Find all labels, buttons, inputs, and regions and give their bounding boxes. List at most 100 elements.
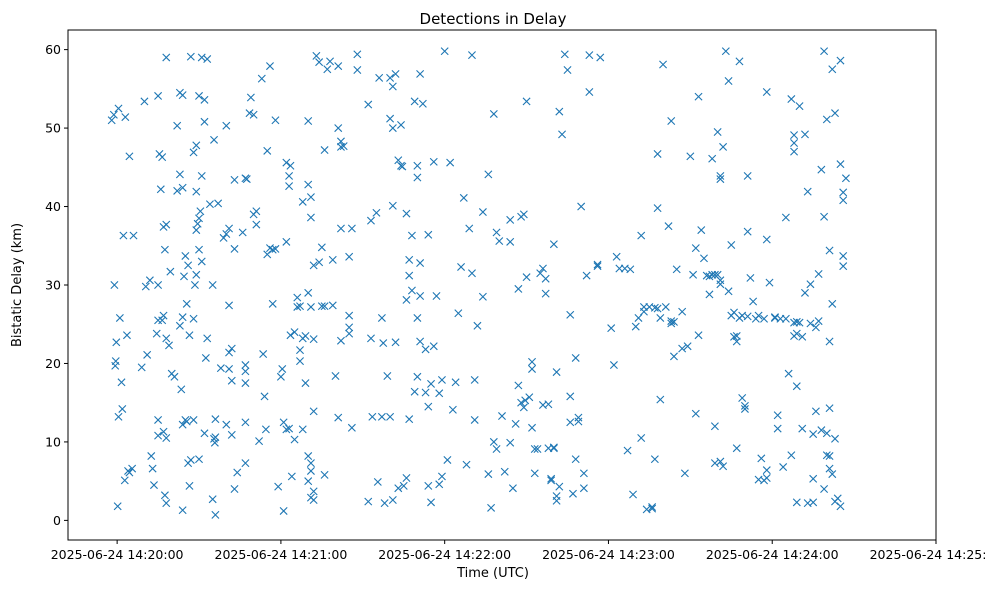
data-point-marker <box>637 434 646 442</box>
data-point-marker <box>410 97 419 106</box>
data-point-marker <box>563 66 572 75</box>
data-point-marker <box>716 276 725 285</box>
data-point-marker <box>233 468 242 477</box>
data-point-marker <box>790 131 799 140</box>
data-point-marker <box>271 244 280 253</box>
data-point-marker <box>757 454 766 463</box>
data-point-marker <box>795 102 804 111</box>
data-point-marker <box>708 154 717 163</box>
data-point-marker <box>732 444 741 453</box>
data-point-marker <box>792 382 801 391</box>
data-point-marker <box>754 311 763 320</box>
data-point-marker <box>560 50 569 59</box>
data-point-marker <box>626 265 635 274</box>
data-point-marker <box>833 494 842 503</box>
data-point-marker <box>489 437 498 446</box>
data-point-marker <box>596 53 605 62</box>
data-point-marker <box>669 317 678 326</box>
data-point-marker <box>773 411 782 420</box>
data-point-marker <box>162 334 171 343</box>
data-point-marker <box>353 66 362 75</box>
data-point-marker <box>323 65 332 74</box>
data-point-marker <box>719 462 728 471</box>
data-point-marker <box>286 161 295 170</box>
data-point-marker <box>160 491 169 500</box>
data-point-marker <box>740 401 749 410</box>
data-point-marker <box>375 73 384 82</box>
data-point-marker <box>366 334 375 343</box>
data-point-marker <box>147 452 156 461</box>
data-point-marker <box>831 109 839 118</box>
data-point-marker <box>225 348 234 357</box>
data-point-marker <box>792 498 801 507</box>
data-point-marker <box>298 425 307 434</box>
data-point-marker <box>145 276 154 285</box>
y-tick-label: 10 <box>45 434 61 449</box>
data-point-marker <box>749 297 758 306</box>
data-point-marker <box>571 455 580 464</box>
data-point-marker <box>328 255 337 264</box>
data-point-marker <box>386 73 395 82</box>
data-point-marker <box>500 467 509 476</box>
data-point-marker <box>770 313 779 322</box>
data-point-marker <box>252 207 261 216</box>
data-point-marker <box>629 490 638 499</box>
data-point-marker <box>672 265 681 274</box>
data-point-marker <box>549 444 558 453</box>
data-point-marker <box>170 372 179 381</box>
data-point-marker <box>177 385 186 394</box>
data-point-marker <box>402 295 411 304</box>
data-point-marker <box>377 412 386 421</box>
data-point-marker <box>203 55 212 64</box>
data-point-marker <box>276 372 285 381</box>
data-point-marker <box>735 57 744 66</box>
data-point-marker <box>762 235 771 244</box>
data-point-marker <box>306 213 315 222</box>
data-point-marker <box>364 497 373 506</box>
data-point-marker <box>691 244 700 253</box>
data-point-marker <box>790 138 799 147</box>
data-point-marker <box>279 506 288 515</box>
data-point-marker <box>623 446 632 455</box>
data-point-marker <box>119 231 128 240</box>
data-point-marker <box>694 331 703 340</box>
data-point-marker <box>577 202 586 211</box>
data-point-marker <box>653 149 662 158</box>
data-point-marker <box>197 171 206 180</box>
data-point-marker <box>800 130 809 139</box>
y-tick-label: 0 <box>53 513 61 528</box>
data-point-marker <box>653 204 662 213</box>
data-point-marker <box>373 477 382 486</box>
x-axis: 2025-06-24 14:20:00 2025-06-24 14:21:00 20… <box>51 540 986 562</box>
data-point-marker <box>210 135 219 144</box>
data-point-marker <box>154 415 163 424</box>
data-point-marker <box>182 299 191 308</box>
data-point-marker <box>241 459 250 468</box>
data-point-marker <box>312 51 321 60</box>
data-point-marker <box>549 443 558 452</box>
plot-frame <box>67 29 937 541</box>
data-point-marker <box>566 392 575 401</box>
data-point-marker <box>388 124 397 133</box>
data-point-marker <box>336 224 345 233</box>
data-point-marker <box>278 364 287 373</box>
data-point-marker <box>261 425 270 434</box>
data-point-marker <box>173 186 182 195</box>
data-point-marker <box>197 53 206 62</box>
data-point-marker <box>732 337 741 346</box>
data-point-marker <box>241 367 250 376</box>
data-point-marker <box>405 415 414 424</box>
data-point-marker <box>836 56 845 65</box>
data-point-marker <box>541 289 550 298</box>
data-point-marker <box>154 281 163 289</box>
data-point-marker <box>230 175 239 184</box>
data-point-marker <box>427 379 436 388</box>
data-point-marker <box>421 388 430 397</box>
y-axis: 0 10 20 30 40 50 60 <box>45 42 68 528</box>
data-point-marker <box>716 457 725 466</box>
data-point-marker <box>841 174 850 183</box>
data-point-marker <box>424 402 433 411</box>
data-point-marker <box>568 489 577 498</box>
data-point-marker <box>498 412 506 421</box>
data-point-marker <box>219 233 228 242</box>
